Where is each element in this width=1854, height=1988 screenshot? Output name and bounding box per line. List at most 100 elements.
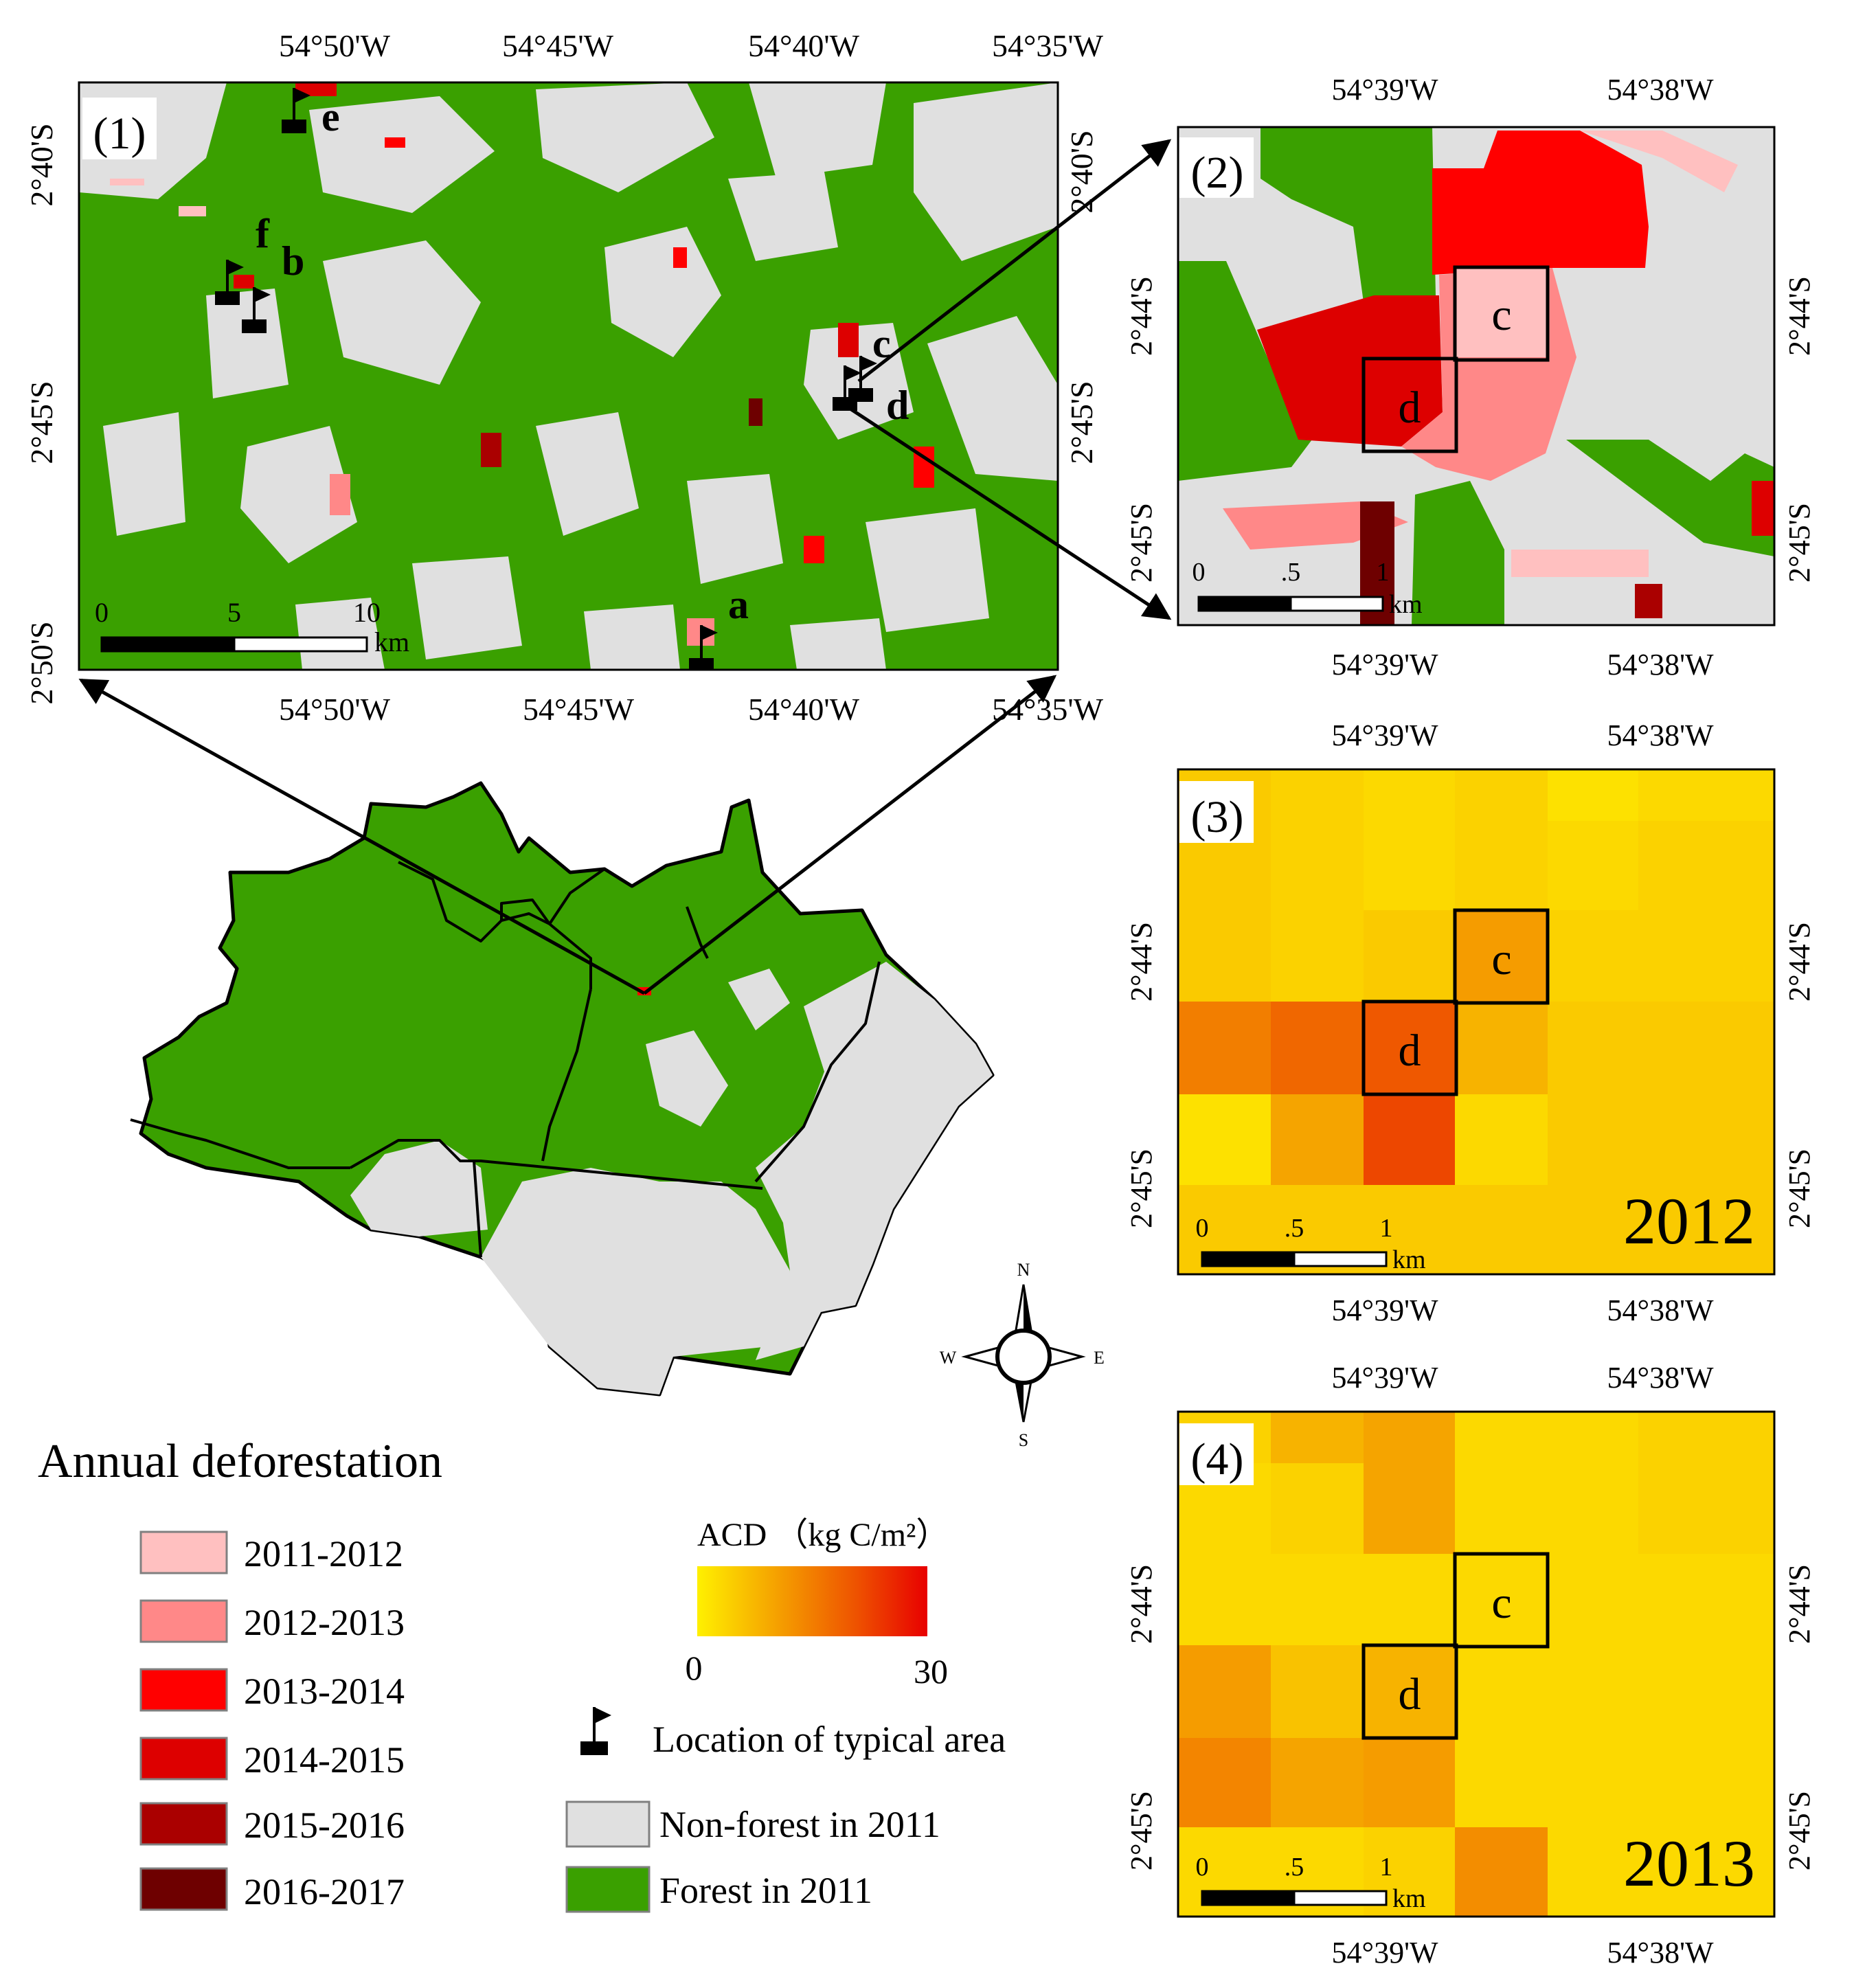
p3-box-label-c: c	[1491, 934, 1511, 984]
p3-box-c	[1453, 908, 1550, 1005]
p1-scale-0: 0	[95, 597, 109, 628]
acd-cell	[1364, 1412, 1455, 1463]
p4-top-lon-tick-2: 54°38'W	[1607, 1361, 1714, 1394]
acd-cell	[1548, 1002, 1638, 1094]
acd-cell	[1548, 1827, 1638, 1917]
p2-forest-top	[1261, 127, 1436, 302]
panel-1-nonforest-patches	[79, 82, 1058, 670]
p1-scale-unit: km	[374, 626, 409, 657]
p3-scale-05: .5	[1285, 1214, 1304, 1243]
p2-top-lon-tick-1: 54°39'W	[1331, 73, 1438, 106]
acd-cell	[1364, 1554, 1455, 1645]
panel-1-frame	[78, 81, 1059, 671]
p4-right-lat-tick-2: 2°45'S	[1783, 1791, 1816, 1871]
acd-cell	[1638, 1185, 1774, 1274]
legend-label-2016-2017: 2016-2017	[244, 1871, 405, 1912]
panel-3-acd-grid	[1178, 769, 1774, 1274]
p1-left-lat-tick-3: 2°50'S	[24, 621, 59, 704]
legend-acd-max: 30	[914, 1652, 948, 1691]
p2-def-2013-top	[1432, 131, 1649, 275]
p2-scale-0: 0	[1192, 558, 1206, 587]
panel-2-label: (2)	[1191, 148, 1244, 198]
acd-cell	[1455, 1185, 1548, 1274]
acd-cell	[1638, 1827, 1774, 1917]
acd-cell	[1455, 1094, 1548, 1185]
p1-top-lon-tick-3: 54°40'W	[748, 28, 860, 63]
compass-w: W	[940, 1348, 957, 1368]
acd-cell	[1271, 1463, 1364, 1554]
site-label-b: b	[282, 238, 304, 284]
acd-cell	[1455, 910, 1548, 1002]
p3-left-lat-tick-1: 2°44'S	[1124, 922, 1158, 1002]
p2-def-2015	[1635, 584, 1662, 618]
panel-1-label-box	[82, 98, 157, 159]
p1-scale-5: 5	[227, 597, 241, 628]
p1-scale-10: 10	[353, 597, 381, 628]
panel-2-boxes	[1361, 265, 1550, 453]
p2-box-d	[1361, 357, 1458, 453]
acd-cell	[1548, 1412, 1638, 1463]
panel-2-frame	[1177, 126, 1776, 626]
p2-def-2011-box	[1456, 268, 1549, 357]
acd-cell	[1364, 1094, 1455, 1185]
site-marker-e	[282, 88, 310, 133]
p4-right-lat-tick-1: 2°44'S	[1783, 1564, 1816, 1644]
panel-1-right-lat-ticks: 2°40'S 2°45'S	[1064, 130, 1099, 464]
legend: Annual deforestation 2011-2012 2012-2013…	[38, 1435, 1006, 1913]
panel-3-label: (3)	[1191, 792, 1244, 842]
acd-cell	[1548, 769, 1638, 821]
p1-bottom-lon-tick-2: 54°45'W	[523, 692, 635, 727]
legend-location-icon	[580, 1707, 611, 1755]
acd-cell	[1638, 1554, 1774, 1645]
site-label-a: a	[728, 582, 749, 627]
panel-1-bottom-lon-ticks: 54°50'W 54°45'W 54°40'W 54°35'W	[279, 692, 1104, 727]
acd-cell	[1364, 1738, 1455, 1827]
panel-4-bottom-lon-ticks: 54°39'W 54°38'W	[1331, 1936, 1714, 1969]
p4-scale-0: 0	[1196, 1853, 1209, 1882]
acd-cell	[1271, 1738, 1364, 1827]
panel-2-bottom-lon-ticks: 54°39'W 54°38'W	[1331, 648, 1714, 681]
legend-acd-colorbar	[697, 1566, 927, 1636]
acd-cell	[1455, 1645, 1548, 1738]
acd-cell	[1638, 1463, 1774, 1554]
p4-bottom-lon-tick-2: 54°38'W	[1607, 1936, 1714, 1969]
acd-cell	[1548, 1094, 1638, 1185]
acd-cell	[1178, 1554, 1271, 1645]
p2-forest-right	[1566, 440, 1774, 556]
p1-bottom-lon-tick-3: 54°40'W	[748, 692, 860, 727]
acd-cell	[1455, 1412, 1548, 1463]
panel-4-frame	[1177, 1410, 1776, 1918]
legend-label-2012-2013: 2012-2013	[244, 1602, 405, 1643]
p2-forest-left	[1178, 261, 1312, 481]
acd-cell	[1178, 1094, 1271, 1185]
p2-right-lat-tick-2: 2°45'S	[1783, 503, 1816, 583]
acd-cell	[1548, 1554, 1638, 1645]
acd-cell	[1455, 769, 1548, 821]
acd-cell	[1271, 910, 1364, 1002]
legend-swatch-nonforest	[565, 1800, 651, 1848]
p2-def-2013-right	[1752, 481, 1774, 536]
p1-left-lat-tick-1: 2°40'S	[24, 123, 59, 206]
compass-e: E	[1094, 1348, 1105, 1368]
panel-4-acd-2013: (4) c d 2013 0 .5 1 km 54°39'W 54°38'W 5…	[1124, 1361, 1816, 1969]
site-label-d: d	[886, 383, 909, 428]
legend-nonforest-label: Non-forest in 2011	[659, 1804, 940, 1845]
acd-cell	[1271, 821, 1364, 910]
p3-bottom-lon-tick-1: 54°39'W	[1331, 1294, 1438, 1327]
legend-swatch-2012-2013	[139, 1599, 228, 1643]
p2-bottom-lon-tick-1: 54°39'W	[1331, 648, 1438, 681]
legend-swatch-2011-2012	[139, 1530, 228, 1574]
acd-cell	[1271, 769, 1364, 821]
acd-cell	[1638, 910, 1774, 1002]
site-label-e: e	[321, 94, 340, 139]
panel-4-right-lat-ticks: 2°44'S 2°45'S	[1783, 1564, 1816, 1871]
site-marker-b	[242, 287, 271, 333]
p2-top-lon-tick-2: 54°38'W	[1607, 73, 1714, 106]
p3-bottom-lon-tick-2: 54°38'W	[1607, 1294, 1714, 1327]
p4-top-lon-tick-1: 54°39'W	[1331, 1361, 1438, 1394]
site-marker-f	[215, 260, 244, 305]
panel-3-year: 2012	[1623, 1184, 1755, 1258]
p3-box-label-d: d	[1399, 1026, 1421, 1076]
panel-3-boxes	[1361, 908, 1550, 1096]
legend-location-label: Location of typical area	[653, 1719, 1006, 1760]
